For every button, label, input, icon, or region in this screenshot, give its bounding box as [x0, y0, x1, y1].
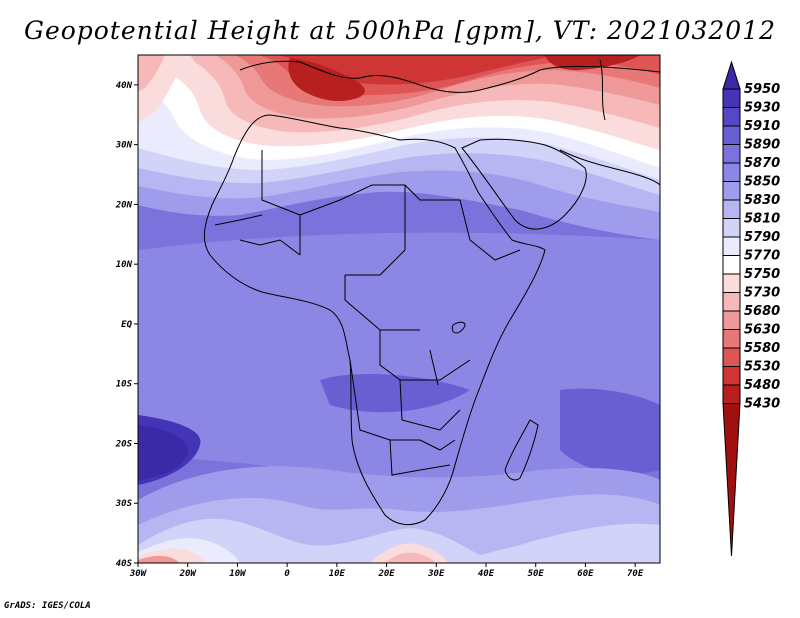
- lon-axis: 30W 20W 10W 0 10E 20E 30E 40E 50E 60E 70E: [129, 563, 644, 579]
- colorbar-label: 5680: [744, 304, 780, 319]
- lat-tick-label: 30S: [115, 499, 133, 509]
- colorbar-swatch: [722, 329, 741, 349]
- lat-tick-label: 20S: [115, 439, 133, 449]
- colorbar-swatch: [722, 144, 741, 164]
- lat-axis: 40N 30N 20N 10N EQ 10S 20S 30S 40S: [115, 81, 138, 569]
- lon-tick-label: 20W: [179, 569, 198, 579]
- colorbar-label: 5630: [744, 323, 780, 338]
- lon-tick-label: 60E: [577, 569, 594, 579]
- colorbar-label: 5950: [744, 82, 780, 97]
- coastlines: [203, 59, 660, 526]
- grads-credit: GrADS: IGES/COLA: [4, 601, 91, 611]
- lon-tick-label: 70E: [627, 569, 644, 579]
- colorbar-top-arrow: [722, 60, 741, 90]
- colorbar-swatch: [722, 384, 741, 404]
- colorbar-label: 5750: [744, 267, 780, 282]
- colorbar-swatch: [722, 347, 741, 367]
- lon-tick-label: 50E: [528, 569, 545, 579]
- lon-tick-label: 10E: [329, 569, 346, 579]
- colorbar-label: 5790: [744, 230, 780, 245]
- colorbar-swatch: [722, 125, 741, 145]
- chart-title: Geopotential Height at 500hPa [gpm], VT:…: [23, 16, 777, 45]
- colorbar-label: 5770: [744, 249, 780, 264]
- colorbar-label: 5580: [744, 341, 780, 356]
- lat-tick-label: 10S: [116, 380, 133, 390]
- lat-tick-label: 10N: [116, 260, 133, 270]
- lon-tick-label: 30E: [427, 569, 445, 579]
- colorbar: 5950 5930 5910 5890 5870 5850 5830 5810 5790 5770…: [722, 60, 780, 557]
- colorbar-label: 5530: [744, 360, 780, 375]
- colorbar-swatch: [722, 255, 741, 275]
- colorbar-swatch: [722, 88, 741, 108]
- lon-tick-label: 0: [284, 569, 290, 579]
- colorbar-label: 5850: [744, 175, 780, 190]
- colorbar-label: 5870: [744, 156, 780, 171]
- colorbar-label: 5890: [744, 138, 780, 153]
- colorbar-label: 5810: [744, 212, 780, 227]
- colorbar-label: 5830: [744, 193, 780, 208]
- colorbar-swatch: [722, 366, 741, 386]
- colorbar-label: 5930: [744, 101, 780, 116]
- lat-tick-label: 20N: [115, 200, 133, 210]
- colorbar-swatch: [722, 199, 741, 219]
- lat-tick-label: EQ: [121, 320, 132, 330]
- lat-tick-label: 40S: [116, 559, 133, 569]
- lon-tick-label: 30W: [129, 569, 148, 579]
- lon-tick-label: 40E: [478, 569, 495, 579]
- colorbar-swatch: [722, 218, 741, 238]
- colorbar-swatch: [722, 181, 741, 201]
- lon-tick-label: 10W: [229, 569, 247, 579]
- lon-tick-label: 20E: [377, 569, 395, 579]
- lat-tick-label: 30N: [115, 141, 133, 151]
- colorbar-label: 5730: [744, 286, 780, 301]
- colorbar-swatch: [722, 236, 741, 256]
- colorbar-label: 5480: [744, 378, 780, 393]
- colorbar-label: 5430: [744, 397, 780, 412]
- lat-tick-label: 40N: [116, 81, 133, 91]
- map-frame: [137, 54, 661, 564]
- colorbar-bottom-arrow: [722, 403, 741, 557]
- colorbar-swatch: [722, 107, 741, 127]
- colorbar-swatch: [722, 292, 741, 312]
- colorbar-swatch: [722, 273, 741, 293]
- height-field: [138, 55, 660, 563]
- colorbar-label: 5910: [744, 119, 780, 134]
- colorbar-swatch: [722, 310, 741, 330]
- colorbar-swatch: [722, 162, 741, 182]
